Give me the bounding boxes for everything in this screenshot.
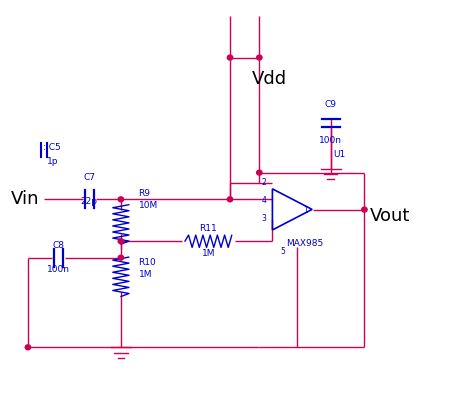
Circle shape bbox=[227, 197, 233, 202]
Text: C7: C7 bbox=[83, 173, 95, 182]
Text: 100n: 100n bbox=[319, 136, 342, 145]
Text: 100n: 100n bbox=[47, 265, 70, 274]
Text: 1p: 1p bbox=[47, 157, 59, 166]
Circle shape bbox=[25, 345, 31, 350]
Text: 2: 2 bbox=[262, 178, 267, 187]
Text: : C5: : C5 bbox=[43, 143, 60, 152]
Text: Vout: Vout bbox=[370, 207, 410, 225]
Text: 1: 1 bbox=[303, 206, 308, 215]
Circle shape bbox=[118, 239, 124, 244]
Text: MAX985: MAX985 bbox=[286, 239, 324, 248]
Circle shape bbox=[362, 207, 367, 212]
Text: 5: 5 bbox=[281, 247, 285, 256]
Text: R10: R10 bbox=[138, 258, 156, 267]
Text: U1: U1 bbox=[334, 150, 346, 159]
Text: 1M: 1M bbox=[202, 249, 215, 258]
Text: Vin: Vin bbox=[11, 190, 40, 208]
Text: C8: C8 bbox=[53, 241, 64, 250]
Circle shape bbox=[257, 170, 262, 175]
Text: 1M: 1M bbox=[138, 270, 152, 279]
Text: R9: R9 bbox=[138, 189, 151, 198]
Text: R11: R11 bbox=[199, 224, 217, 233]
Text: C9: C9 bbox=[325, 100, 336, 109]
Circle shape bbox=[257, 55, 262, 60]
Text: 22p: 22p bbox=[81, 197, 98, 206]
Circle shape bbox=[227, 55, 233, 60]
Text: 10M: 10M bbox=[138, 201, 158, 210]
Circle shape bbox=[118, 197, 124, 202]
Text: 4: 4 bbox=[262, 196, 267, 205]
Circle shape bbox=[118, 255, 124, 260]
Text: 3: 3 bbox=[262, 214, 267, 223]
Text: Vdd: Vdd bbox=[252, 70, 287, 88]
